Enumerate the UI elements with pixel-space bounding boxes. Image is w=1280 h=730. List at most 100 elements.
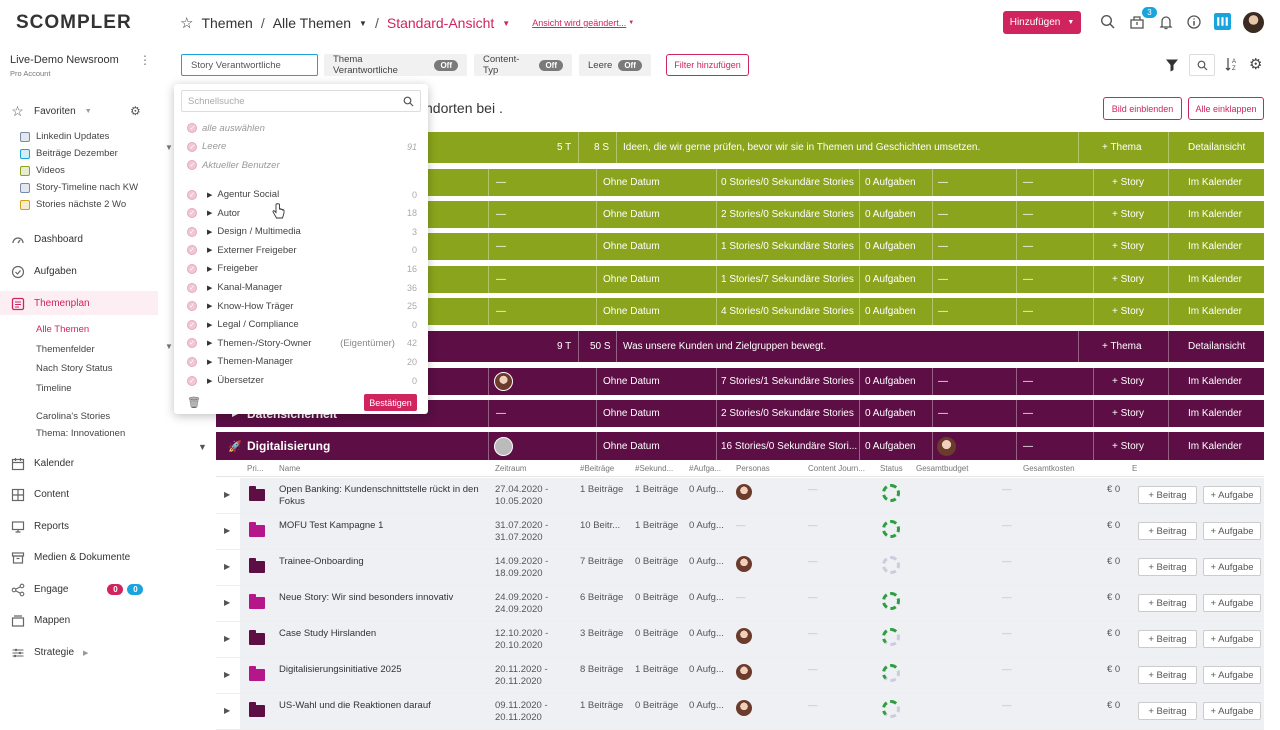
story-owner-filter[interactable]: Story Verantwortliche bbox=[181, 54, 318, 76]
filter-chip-empty[interactable]: Leere Off bbox=[579, 54, 651, 76]
sidebar-item-content[interactable]: Content bbox=[10, 487, 69, 502]
column-header[interactable]: #Beiträge bbox=[580, 464, 615, 473]
favorite-item[interactable]: Story-Timeline nach KW bbox=[20, 182, 138, 193]
table-row[interactable]: ▶ Neue Story: Wir sind besonders innovati… bbox=[216, 586, 1264, 622]
sidebar-subitem[interactable]: Nach Story Status bbox=[36, 363, 113, 374]
column-header[interactable]: Gesamtbudget bbox=[916, 464, 969, 473]
expand-triangle-icon[interactable]: ▶ bbox=[224, 634, 231, 643]
add-post-button[interactable]: + Beitrag bbox=[1138, 594, 1197, 612]
expand-triangle-icon[interactable]: ▶ bbox=[207, 321, 213, 329]
table-row[interactable]: ▶ Case Study Hirslanden 12.10.2020 - 20.10… bbox=[216, 622, 1264, 658]
chevron-down-icon[interactable]: ▼ bbox=[359, 18, 367, 28]
add-topic-button[interactable]: + Thema bbox=[1102, 341, 1142, 352]
scompler-logo[interactable]: SCOMPLER bbox=[10, 9, 131, 37]
check-icon[interactable]: ✓ bbox=[187, 245, 197, 256]
filter-toggle[interactable]: Off bbox=[434, 59, 458, 71]
sidebar-favorites[interactable]: ☆ Favoriten ▼ bbox=[11, 103, 92, 119]
add-post-button[interactable]: + Beitrag bbox=[1138, 666, 1197, 684]
check-icon[interactable]: ✓ bbox=[187, 141, 197, 152]
quick-search-input[interactable]: Schnellsuche bbox=[181, 90, 421, 112]
dropdown-role-group[interactable]: ✓ ▶ Kanal-Manager 36 bbox=[187, 280, 417, 296]
expand-triangle-icon[interactable]: ▶ bbox=[224, 598, 231, 607]
sidebar-item-folders[interactable]: Mappen bbox=[10, 613, 70, 628]
column-header[interactable]: Zeitraum bbox=[495, 464, 527, 473]
check-icon[interactable]: ✓ bbox=[187, 301, 197, 312]
column-header[interactable]: #Aufga... bbox=[689, 464, 722, 473]
story-name[interactable]: MOFU Test Kampagne 1 bbox=[279, 520, 384, 531]
filter-chip-theme-owner[interactable]: Thema Verantwortliche Off bbox=[324, 54, 467, 76]
add-post-button[interactable]: + Beitrag bbox=[1138, 522, 1197, 540]
add-task-button[interactable]: + Aufgabe bbox=[1203, 594, 1261, 612]
filter-chip-content-type[interactable]: Content-Typ Off bbox=[474, 54, 572, 76]
dropdown-option[interactable]: ✓ alle auswählen bbox=[187, 120, 417, 136]
add-task-button[interactable]: + Aufgabe bbox=[1203, 666, 1261, 684]
column-header[interactable]: Pri... bbox=[247, 464, 264, 473]
sidebar-subitem[interactable]: Alle Themen bbox=[36, 324, 90, 335]
favorite-item[interactable]: Beiträge Dezember bbox=[20, 148, 118, 159]
expand-triangle-icon[interactable]: ▶ bbox=[224, 526, 231, 535]
calendar-link[interactable]: Im Kalender bbox=[1188, 274, 1242, 285]
check-icon[interactable]: ✓ bbox=[187, 356, 197, 367]
story-name[interactable]: Open Banking: Kundenschnittstelle rückt … bbox=[279, 484, 479, 507]
sidebar-item-engage[interactable]: Engage 0 0 bbox=[10, 582, 144, 597]
calendar-link[interactable]: Im Kalender bbox=[1188, 306, 1242, 317]
dropdown-role-group[interactable]: ✓ ▶ Design / Multimedia 3 bbox=[187, 224, 417, 240]
calendar-link[interactable]: Im Kalender bbox=[1188, 440, 1242, 452]
add-task-button[interactable]: + Aufgabe bbox=[1203, 702, 1261, 720]
expand-triangle-icon[interactable]: ▶ bbox=[224, 670, 231, 679]
add-button[interactable]: Hinzufügen ▼ bbox=[1003, 11, 1081, 34]
sidebar-subitem[interactable]: Carolina's Stories bbox=[36, 411, 111, 422]
topic-row-digitalisierung[interactable]: 🚀 Digitalisierung Ohne Datum 16 Stories/… bbox=[216, 432, 1264, 460]
add-post-button[interactable]: + Beitrag bbox=[1138, 630, 1197, 648]
details-button[interactable]: Detailansicht bbox=[1188, 142, 1246, 153]
add-task-button[interactable]: + Aufgabe bbox=[1203, 630, 1261, 648]
story-name[interactable]: US-Wahl und die Reaktionen darauf bbox=[279, 700, 431, 711]
filter-toggle[interactable]: Off bbox=[618, 59, 642, 71]
add-story-button[interactable]: + Story bbox=[1112, 408, 1144, 419]
bell-icon[interactable] bbox=[1158, 14, 1174, 30]
check-icon[interactable]: ✓ bbox=[187, 160, 197, 170]
sidebar-item-themenplan[interactable]: Themenplan bbox=[10, 296, 90, 311]
favorite-item[interactable]: Videos bbox=[20, 165, 65, 176]
expand-triangle-icon[interactable]: ▶ bbox=[207, 228, 213, 236]
check-icon[interactable]: ✓ bbox=[187, 226, 197, 237]
calendar-link[interactable]: Im Kalender bbox=[1188, 209, 1242, 220]
dropdown-role-group[interactable]: ✓ ▶ Freigeber 16 bbox=[187, 261, 417, 277]
star-icon[interactable]: ☆ bbox=[180, 15, 194, 32]
search-icon[interactable] bbox=[1100, 14, 1116, 30]
add-story-button[interactable]: + Story bbox=[1112, 241, 1144, 252]
chevron-down-icon[interactable]: ▼ bbox=[628, 20, 635, 26]
check-icon[interactable]: ✓ bbox=[187, 189, 197, 200]
user-avatar[interactable] bbox=[1243, 12, 1264, 33]
add-task-button[interactable]: + Aufgabe bbox=[1203, 558, 1261, 576]
add-task-button[interactable]: + Aufgabe bbox=[1203, 486, 1261, 504]
table-row[interactable]: ▶ US-Wahl und die Reaktionen darauf 09.11.… bbox=[216, 694, 1264, 730]
expand-triangle-icon[interactable]: ▶ bbox=[207, 358, 213, 366]
dropdown-role-group[interactable]: ✓ ▶ Legal / Compliance 0 bbox=[187, 317, 417, 333]
check-icon[interactable]: ✓ bbox=[187, 282, 197, 293]
add-post-button[interactable]: + Beitrag bbox=[1138, 486, 1197, 504]
confirm-button[interactable]: Bestätigen bbox=[364, 394, 417, 411]
check-icon[interactable]: ✓ bbox=[187, 263, 197, 274]
dropdown-role-group[interactable]: ✓ ▶ Themen-/Story-Owner (Eigentümer) 42 bbox=[187, 335, 417, 351]
expand-triangle-icon[interactable]: ▶ bbox=[207, 265, 213, 273]
dropdown-role-group[interactable]: ✓ ▶ Know-How Träger 25 bbox=[187, 298, 417, 314]
column-header[interactable]: Status bbox=[880, 464, 903, 473]
dropdown-role-group[interactable]: ✓ ▶ Agentur Social 0 bbox=[187, 187, 417, 203]
story-name[interactable]: Digitalisierungsinitiative 2025 bbox=[279, 664, 402, 675]
apps-icon[interactable] bbox=[1214, 13, 1231, 30]
story-name[interactable]: Neue Story: Wir sind besonders innovativ bbox=[279, 592, 454, 603]
sidebar-subitem[interactable]: Timeline bbox=[36, 383, 72, 394]
check-icon[interactable]: ✓ bbox=[187, 319, 197, 330]
collapse-triangle-icon[interactable]: ▼ bbox=[198, 442, 207, 452]
collapse-all-button[interactable]: Alle einklappen bbox=[1188, 97, 1264, 120]
table-row[interactable]: ▶ MOFU Test Kampagne 1 31.07.2020 - 31.07.… bbox=[216, 514, 1264, 550]
expand-triangle-icon[interactable]: ▶ bbox=[207, 303, 213, 311]
sidebar-item-tasks[interactable]: Aufgaben bbox=[10, 264, 77, 279]
column-header[interactable]: Personas bbox=[736, 464, 770, 473]
more-vertical-icon[interactable]: ⋮ bbox=[139, 53, 151, 67]
check-icon[interactable]: ✓ bbox=[187, 208, 197, 219]
sidebar-item-dashboard[interactable]: Dashboard bbox=[10, 232, 83, 247]
table-search-button[interactable] bbox=[1189, 54, 1215, 76]
calendar-link[interactable]: Im Kalender bbox=[1188, 241, 1242, 252]
